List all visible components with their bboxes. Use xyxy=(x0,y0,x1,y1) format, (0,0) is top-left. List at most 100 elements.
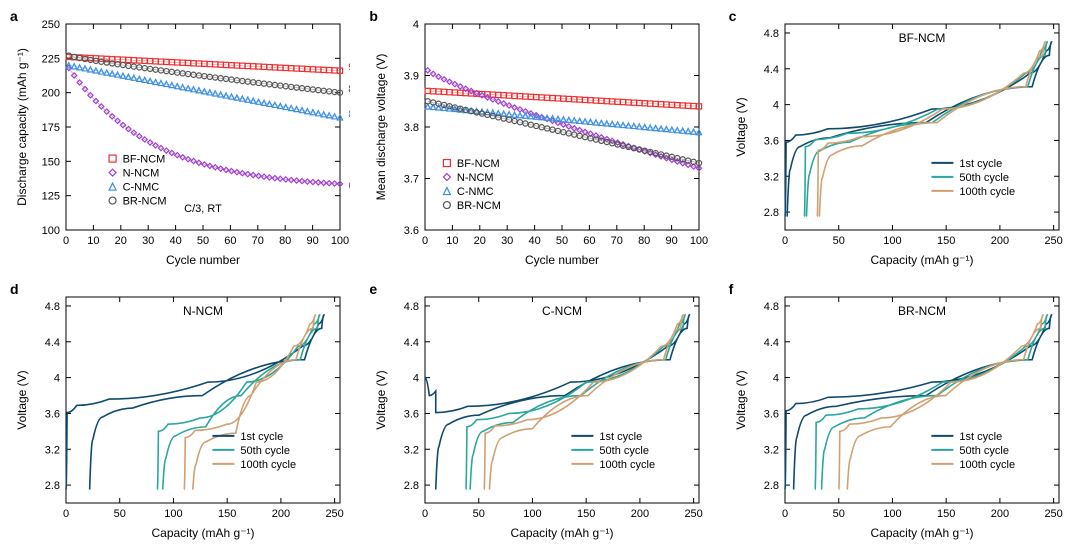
svg-text:100th cycle: 100th cycle xyxy=(959,186,1015,198)
svg-text:50: 50 xyxy=(832,235,844,247)
svg-text:250: 250 xyxy=(1044,235,1062,247)
svg-text:50: 50 xyxy=(832,508,844,520)
svg-text:250: 250 xyxy=(685,508,703,520)
svg-text:97%: 97% xyxy=(348,62,350,74)
svg-text:250: 250 xyxy=(325,508,343,520)
svg-text:3.8: 3.8 xyxy=(404,122,419,134)
svg-text:50: 50 xyxy=(473,508,485,520)
svg-text:150: 150 xyxy=(218,508,236,520)
svg-text:C-NMC: C-NMC xyxy=(457,186,494,198)
svg-text:150: 150 xyxy=(937,508,955,520)
svg-text:200: 200 xyxy=(990,508,1008,520)
svg-text:50th cycle: 50th cycle xyxy=(240,444,290,456)
svg-text:4: 4 xyxy=(413,19,419,31)
svg-text:50th cycle: 50th cycle xyxy=(959,172,1009,184)
panel-a-svg: 0102030405060708090100100125150175200225… xyxy=(10,10,350,270)
svg-text:1st cycle: 1st cycle xyxy=(600,430,643,442)
svg-text:Capacity (mAh g⁻¹): Capacity (mAh g⁻¹) xyxy=(870,526,973,540)
svg-text:10: 10 xyxy=(87,235,99,247)
svg-text:C-NMC: C-NMC xyxy=(123,182,160,194)
svg-text:2.8: 2.8 xyxy=(404,480,419,492)
svg-text:4: 4 xyxy=(773,100,779,112)
svg-text:20: 20 xyxy=(115,235,127,247)
svg-text:50: 50 xyxy=(556,235,568,247)
svg-text:100: 100 xyxy=(331,235,349,247)
svg-text:C-NCM: C-NCM xyxy=(542,304,582,318)
svg-text:50th cycle: 50th cycle xyxy=(959,444,1009,456)
svg-text:250: 250 xyxy=(42,19,60,31)
svg-text:4.4: 4.4 xyxy=(45,336,60,348)
svg-text:0: 0 xyxy=(422,508,428,520)
svg-text:175: 175 xyxy=(42,122,60,134)
svg-text:BR-NCM: BR-NCM xyxy=(457,200,501,212)
svg-text:1st cycle: 1st cycle xyxy=(959,158,1002,170)
svg-text:Capacity (mAh g⁻¹): Capacity (mAh g⁻¹) xyxy=(511,526,614,540)
svg-text:100th cycle: 100th cycle xyxy=(600,458,656,470)
figure-grid: a 01020304050607080901001001251501752002… xyxy=(10,10,1070,545)
svg-text:C/3, RT: C/3, RT xyxy=(184,203,222,215)
svg-text:4.8: 4.8 xyxy=(404,300,419,312)
panel-d: d 0501001502002502.83.23.644.44.8Capacit… xyxy=(10,283,351,546)
svg-text:4.8: 4.8 xyxy=(763,300,778,312)
svg-text:0: 0 xyxy=(782,508,788,520)
svg-text:40: 40 xyxy=(529,235,541,247)
svg-text:Capacity (mAh g⁻¹): Capacity (mAh g⁻¹) xyxy=(151,526,254,540)
svg-text:125: 125 xyxy=(42,191,60,203)
svg-text:0: 0 xyxy=(782,235,788,247)
panel-c: c 0501001502002502.83.23.644.44.8Capacit… xyxy=(729,10,1070,273)
svg-text:3.6: 3.6 xyxy=(763,135,778,147)
svg-text:Mean discharge voltage (V): Mean discharge voltage (V) xyxy=(374,54,388,201)
svg-text:60%: 60% xyxy=(348,180,350,192)
panel-a-label: a xyxy=(10,8,18,24)
svg-text:N-NCM: N-NCM xyxy=(123,168,160,180)
svg-text:BR-NCM: BR-NCM xyxy=(898,304,946,318)
panel-b-label: b xyxy=(369,8,378,24)
panel-f: f 0501001502002502.83.23.644.44.8Capacit… xyxy=(729,283,1070,546)
svg-text:100: 100 xyxy=(690,235,708,247)
svg-text:4.8: 4.8 xyxy=(45,300,60,312)
svg-text:Voltage (V): Voltage (V) xyxy=(734,97,748,156)
svg-text:4.8: 4.8 xyxy=(763,28,778,40)
svg-text:0: 0 xyxy=(422,235,428,247)
svg-text:200: 200 xyxy=(631,508,649,520)
panel-d-svg: 0501001502002502.83.23.644.44.8Capacity … xyxy=(10,283,350,543)
svg-text:100: 100 xyxy=(524,508,542,520)
svg-text:Discharge capacity (mAh g⁻¹): Discharge capacity (mAh g⁻¹) xyxy=(15,48,29,206)
svg-text:3.6: 3.6 xyxy=(404,225,419,237)
svg-text:50: 50 xyxy=(114,508,126,520)
svg-text:2.8: 2.8 xyxy=(45,480,60,492)
panel-e: e 0501001502002502.83.23.644.44.8Capacit… xyxy=(369,283,710,546)
svg-text:200: 200 xyxy=(272,508,290,520)
svg-text:200: 200 xyxy=(42,88,60,100)
svg-text:88%: 88% xyxy=(348,84,350,96)
panel-f-svg: 0501001502002502.83.23.644.44.8Capacity … xyxy=(729,283,1069,543)
panel-c-svg: 0501001502002502.83.23.644.44.8Capacity … xyxy=(729,10,1069,270)
svg-text:50: 50 xyxy=(197,235,209,247)
svg-text:3.9: 3.9 xyxy=(404,71,419,83)
svg-text:Cycle number: Cycle number xyxy=(525,253,599,267)
svg-text:3.2: 3.2 xyxy=(763,171,778,183)
panel-e-svg: 0501001502002502.83.23.644.44.8Capacity … xyxy=(369,283,709,543)
svg-text:1st cycle: 1st cycle xyxy=(959,430,1002,442)
svg-text:100th cycle: 100th cycle xyxy=(959,458,1015,470)
svg-text:250: 250 xyxy=(1044,508,1062,520)
svg-text:80: 80 xyxy=(638,235,650,247)
panel-f-label: f xyxy=(729,281,734,297)
svg-text:90: 90 xyxy=(306,235,318,247)
svg-text:N-NCM: N-NCM xyxy=(183,304,223,318)
panel-b-svg: 01020304050607080901003.63.73.83.94Cycle… xyxy=(369,10,709,270)
svg-text:90: 90 xyxy=(666,235,678,247)
svg-text:20: 20 xyxy=(474,235,486,247)
svg-text:70: 70 xyxy=(611,235,623,247)
svg-text:150: 150 xyxy=(937,235,955,247)
svg-text:50th cycle: 50th cycle xyxy=(600,444,650,456)
svg-text:200: 200 xyxy=(990,235,1008,247)
svg-text:0: 0 xyxy=(63,508,69,520)
svg-text:2.8: 2.8 xyxy=(763,480,778,492)
svg-text:60: 60 xyxy=(224,235,236,247)
svg-text:100: 100 xyxy=(164,508,182,520)
panel-d-label: d xyxy=(10,281,19,297)
svg-text:225: 225 xyxy=(42,53,60,65)
svg-text:3.7: 3.7 xyxy=(404,174,419,186)
svg-text:Voltage (V): Voltage (V) xyxy=(734,370,748,429)
